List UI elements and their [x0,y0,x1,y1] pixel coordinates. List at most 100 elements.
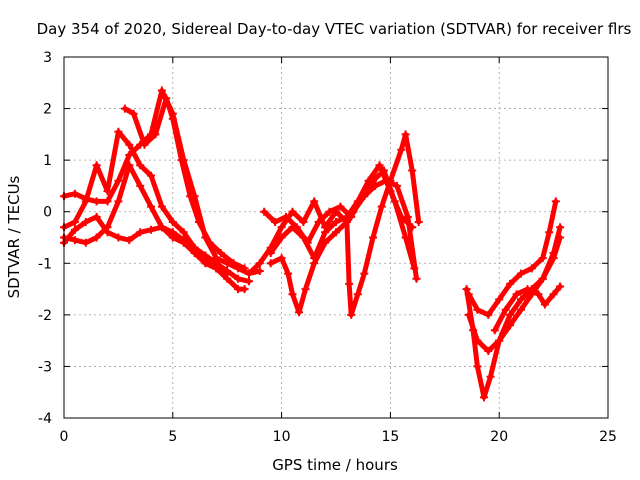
data-point-marker [266,249,275,257]
data-point-marker [332,228,340,237]
data-point-marker [168,233,177,242]
data-point-marker [556,282,565,291]
data-point-marker [464,290,473,299]
chart-title: Day 354 of 2020, Sidereal Day-to-day VTE… [37,20,632,38]
data-point-marker [245,277,253,286]
y-tick-label: -4 [38,411,52,427]
data-point-marker [523,285,532,294]
data-point-marker [136,228,145,237]
data-point-marker [486,372,495,381]
data-point-marker [303,238,312,247]
data-point-marker [347,212,356,221]
data-point-marker [103,223,112,232]
data-point-marker [534,290,543,299]
axis-layer: 0 5 10 15 20 25 -4 -3 -2 -1 0 1 2 3 [38,50,617,445]
data-point-marker [353,290,362,299]
data-point-marker [549,249,558,257]
data-point-marker [371,181,380,190]
series-track-l [464,197,560,319]
series-line [466,224,563,354]
data-point-marker [157,202,166,211]
data-point-marker [157,86,166,95]
data-point-marker [186,192,195,201]
y-tick-label: 3 [43,50,52,66]
data-point-marker [288,207,297,216]
data-point-marker [345,279,354,288]
y-tick-label: 1 [43,153,52,169]
data-point-marker [92,212,101,221]
data-point-marker [70,225,79,234]
y-tick-label: 0 [43,205,52,221]
series-layer [60,86,565,402]
data-point-marker [347,310,356,319]
data-point-marker [480,393,488,402]
data-point-marker [136,161,145,170]
data-point-marker [527,264,536,273]
x-axis-label: GPS time / hours [272,456,398,474]
data-point-marker [129,109,138,118]
x-tick-label: 15 [381,429,399,445]
data-point-marker [325,207,334,216]
x-tick-label: 10 [273,429,291,445]
data-point-marker [81,218,90,226]
data-point-marker [506,279,515,288]
data-point-marker [408,166,417,175]
data-point-marker [551,197,560,206]
data-point-marker [194,218,203,226]
data-point-marker [369,233,377,242]
data-point-marker [277,254,286,263]
data-point-marker [240,285,249,294]
data-point-marker [255,259,264,268]
data-point-marker [201,251,210,260]
data-point-marker [81,197,90,206]
data-point-marker [392,181,401,190]
data-point-marker [506,321,515,330]
data-point-marker [501,305,510,314]
data-point-marker [282,212,290,221]
data-point-marker [512,290,521,299]
data-point-marker [336,202,345,211]
data-point-marker [379,166,388,175]
data-point-marker [540,300,549,309]
data-point-marker [490,326,499,335]
data-point-marker [549,290,558,299]
data-point-marker [517,305,525,314]
data-point-marker [506,310,515,319]
data-point-marker [299,218,308,226]
y-tick-label: -3 [38,359,52,375]
data-point-marker [310,254,319,263]
data-point-marker [538,254,547,263]
data-point-marker [147,202,155,211]
data-point-marker [414,218,423,226]
data-point-marker [277,223,286,232]
data-point-marker [517,269,525,278]
data-point-marker [412,274,421,283]
data-point-marker [314,218,323,226]
series-track-m [490,282,565,335]
data-point-marker [332,218,340,226]
data-point-marker [473,362,482,371]
data-point-marker [375,161,384,170]
data-point-marker [321,228,330,237]
x-tick-label: 25 [599,429,617,445]
data-point-marker [397,145,406,154]
data-point-marker [377,202,386,211]
data-point-marker [234,274,243,283]
series-track-e [120,94,249,273]
data-point-marker [484,310,493,319]
data-point-marker [70,236,79,245]
data-point-marker [310,197,319,206]
data-point-marker [114,176,123,185]
data-point-marker [358,192,367,201]
data-point-marker [92,197,101,206]
data-point-marker [179,238,188,247]
data-point-marker [212,264,221,273]
y-tick-label: -1 [38,256,52,272]
data-point-marker [216,249,225,257]
data-point-marker [201,259,210,268]
data-point-marker [401,130,410,139]
x-tick-label: 0 [60,429,69,445]
data-point-marker [260,207,269,216]
